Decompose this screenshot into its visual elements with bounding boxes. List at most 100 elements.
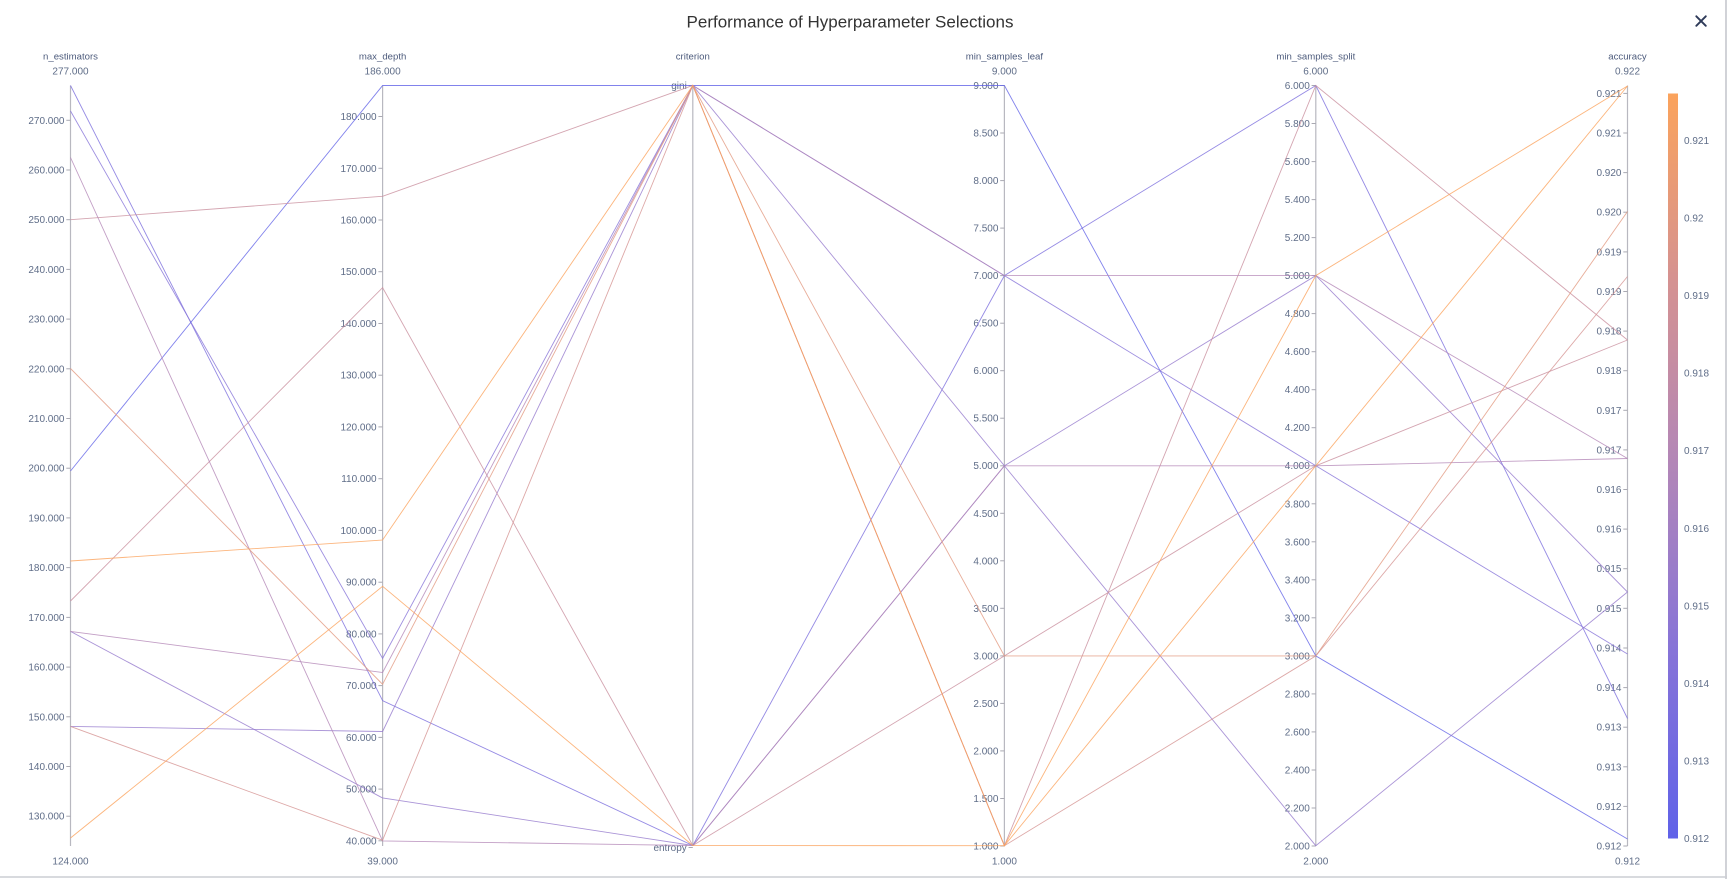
svg-text:1.500: 1.500 [973, 794, 998, 805]
svg-text:6.000: 6.000 [1285, 81, 1310, 92]
svg-text:0.917: 0.917 [1596, 445, 1621, 456]
svg-text:60.000: 60.000 [346, 733, 377, 744]
svg-text:0.920: 0.920 [1596, 208, 1621, 219]
svg-text:230.000: 230.000 [28, 315, 65, 326]
svg-text:0.919: 0.919 [1684, 291, 1709, 302]
svg-text:0.914: 0.914 [1596, 683, 1621, 694]
svg-text:130.000: 130.000 [340, 371, 377, 382]
svg-text:6.000: 6.000 [973, 366, 998, 377]
svg-text:4.400: 4.400 [1285, 385, 1310, 396]
svg-text:120.000: 120.000 [340, 422, 377, 433]
svg-text:Performance of Hyperparameter: Performance of Hyperparameter Selections [687, 13, 1014, 32]
svg-text:39.000: 39.000 [367, 857, 398, 868]
svg-text:4.000: 4.000 [973, 556, 998, 567]
svg-text:9.000: 9.000 [992, 67, 1017, 78]
svg-text:0.917: 0.917 [1684, 446, 1709, 457]
svg-text:9.000: 9.000 [973, 81, 998, 92]
svg-text:0.915: 0.915 [1596, 604, 1621, 615]
svg-text:4.800: 4.800 [1285, 309, 1310, 320]
svg-text:200.000: 200.000 [28, 464, 65, 475]
svg-text:180.000: 180.000 [340, 112, 377, 123]
svg-text:170.000: 170.000 [28, 613, 65, 624]
svg-text:50.000: 50.000 [346, 785, 377, 796]
svg-text:4.000: 4.000 [1285, 461, 1310, 472]
svg-text:3.000: 3.000 [1285, 651, 1310, 662]
svg-text:0.912: 0.912 [1596, 842, 1621, 853]
svg-text:4.200: 4.200 [1285, 423, 1310, 434]
svg-text:0.919: 0.919 [1596, 247, 1621, 258]
svg-text:2.600: 2.600 [1285, 727, 1310, 738]
svg-text:5.000: 5.000 [1285, 271, 1310, 282]
svg-text:max_depth: max_depth [359, 52, 406, 63]
svg-text:2.000: 2.000 [973, 746, 998, 757]
svg-text:0.917: 0.917 [1596, 406, 1621, 417]
svg-text:2.000: 2.000 [1285, 842, 1310, 853]
svg-text:140.000: 140.000 [340, 319, 377, 330]
svg-text:5.800: 5.800 [1285, 119, 1310, 130]
svg-text:90.000: 90.000 [346, 578, 377, 589]
svg-text:0.912: 0.912 [1596, 802, 1621, 813]
svg-text:0.918: 0.918 [1596, 366, 1621, 377]
svg-text:110.000: 110.000 [341, 474, 377, 485]
svg-text:5.600: 5.600 [1285, 157, 1310, 168]
svg-text:0.922: 0.922 [1615, 67, 1640, 78]
svg-text:0.913: 0.913 [1596, 723, 1621, 734]
svg-text:3.400: 3.400 [1285, 575, 1310, 586]
svg-text:7.000: 7.000 [973, 271, 998, 282]
svg-text:6.000: 6.000 [1303, 67, 1328, 78]
svg-text:5.200: 5.200 [1285, 233, 1310, 244]
svg-text:0.920: 0.920 [1596, 168, 1621, 179]
svg-text:160.000: 160.000 [340, 216, 377, 227]
svg-text:40.000: 40.000 [346, 836, 377, 847]
svg-text:8.000: 8.000 [973, 176, 998, 187]
svg-text:3.200: 3.200 [1285, 613, 1310, 624]
svg-text:1.000: 1.000 [973, 842, 998, 853]
svg-text:0.915: 0.915 [1596, 564, 1621, 575]
svg-text:3.500: 3.500 [973, 604, 998, 615]
svg-text:240.000: 240.000 [28, 265, 65, 276]
svg-text:4.500: 4.500 [973, 509, 998, 520]
svg-text:2.500: 2.500 [973, 699, 998, 710]
svg-text:gini: gini [671, 81, 687, 92]
svg-text:accuracy: accuracy [1608, 52, 1647, 63]
svg-text:170.000: 170.000 [340, 164, 377, 175]
svg-text:0.919: 0.919 [1596, 287, 1621, 298]
svg-text:0.916: 0.916 [1684, 524, 1709, 535]
svg-text:5.000: 5.000 [973, 461, 998, 472]
svg-text:7.500: 7.500 [973, 224, 998, 235]
svg-text:criterion: criterion [676, 52, 710, 63]
svg-text:n_estimators: n_estimators [43, 52, 98, 63]
svg-text:0.921: 0.921 [1684, 136, 1709, 147]
svg-text:150.000: 150.000 [340, 267, 377, 278]
svg-text:0.918: 0.918 [1684, 369, 1709, 380]
svg-text:70.000: 70.000 [346, 681, 377, 692]
svg-text:2.000: 2.000 [1303, 857, 1328, 868]
svg-text:210.000: 210.000 [28, 414, 65, 425]
svg-text:0.916: 0.916 [1596, 525, 1621, 536]
svg-text:150.000: 150.000 [28, 712, 65, 723]
svg-text:3.800: 3.800 [1285, 499, 1310, 510]
svg-text:277.000: 277.000 [52, 67, 89, 78]
svg-text:0.92: 0.92 [1684, 214, 1704, 225]
svg-text:130.000: 130.000 [28, 812, 65, 823]
svg-text:0.921: 0.921 [1596, 89, 1621, 100]
svg-text:250.000: 250.000 [28, 215, 65, 226]
svg-text:1.000: 1.000 [992, 857, 1017, 868]
svg-text:124.000: 124.000 [52, 857, 89, 868]
svg-text:186.000: 186.000 [365, 67, 402, 78]
svg-text:0.913: 0.913 [1596, 762, 1621, 773]
svg-text:0.916: 0.916 [1596, 485, 1621, 496]
svg-text:0.918: 0.918 [1596, 327, 1621, 338]
svg-text:0.912: 0.912 [1615, 857, 1640, 868]
svg-text:0.913: 0.913 [1684, 757, 1709, 768]
svg-text:5.400: 5.400 [1285, 195, 1310, 206]
svg-text:4.600: 4.600 [1285, 347, 1310, 358]
svg-text:220.000: 220.000 [28, 364, 65, 375]
svg-text:2.800: 2.800 [1285, 689, 1310, 700]
svg-text:80.000: 80.000 [346, 629, 377, 640]
svg-text:100.000: 100.000 [340, 526, 377, 537]
svg-text:min_samples_leaf: min_samples_leaf [966, 52, 1044, 63]
svg-text:0.921: 0.921 [1596, 129, 1621, 140]
svg-text:160.000: 160.000 [28, 663, 65, 674]
svg-text:140.000: 140.000 [28, 762, 65, 773]
